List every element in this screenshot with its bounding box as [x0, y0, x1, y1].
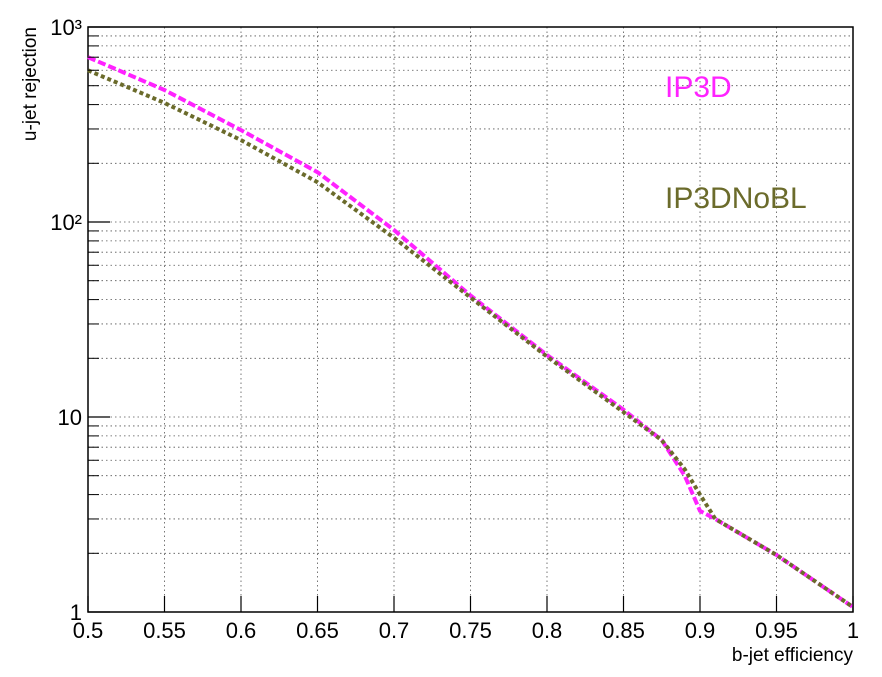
x-tick-label: 0.95 — [755, 618, 798, 643]
legend-entry: IP3DNoBL — [665, 182, 807, 215]
x-tick-label: 0.55 — [143, 618, 186, 643]
x-tick-label: 0.75 — [449, 618, 492, 643]
marks — [87, 55, 855, 609]
y-tick-label: 10 — [58, 405, 82, 430]
legend-entry: IP3D — [665, 71, 732, 104]
x-tick-label: 0.85 — [602, 618, 645, 643]
x-tick-label: 0.65 — [296, 618, 339, 643]
y-axis-title: u-jet rejection — [20, 27, 41, 141]
series-line — [87, 68, 855, 609]
x-tick-label: 1 — [847, 618, 859, 643]
x-tick-label: 0.5 — [73, 618, 104, 643]
y-tick-label: 1 — [70, 600, 82, 625]
x-axis-title: b-jet efficiency — [732, 645, 854, 666]
x-tick-label: 0.6 — [226, 618, 257, 643]
x-tick-label: 0.8 — [532, 618, 563, 643]
grid — [88, 27, 853, 612]
x-tick-label: 0.9 — [685, 618, 716, 643]
x-tick-label: 0.7 — [379, 618, 410, 643]
y-tick-label: 10³ — [50, 15, 82, 40]
y-tick-label: 10² — [50, 210, 82, 235]
